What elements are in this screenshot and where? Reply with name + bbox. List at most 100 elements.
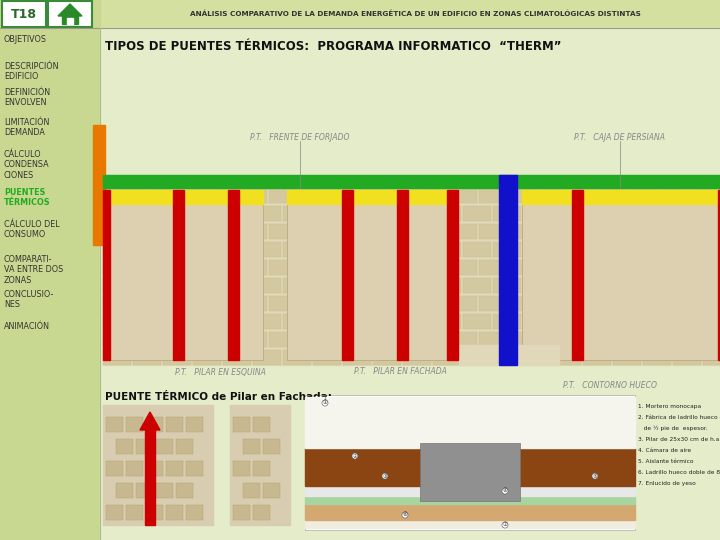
Bar [119, 260, 147, 275]
Bar [569, 224, 597, 239]
Bar [359, 296, 387, 311]
Text: ⑤: ⑤ [593, 474, 598, 478]
Text: P.T.   FRENTE DE FORJADO: P.T. FRENTE DE FORJADO [251, 132, 350, 141]
Bar [313, 350, 341, 365]
Bar [119, 188, 147, 203]
Bar [403, 278, 431, 293]
Bar [233, 505, 250, 520]
Bar [689, 224, 717, 239]
Text: LIMITACIÓN
DEMANDA: LIMITACIÓN DEMANDA [4, 118, 50, 137]
Bar [313, 278, 341, 293]
Bar [299, 188, 327, 203]
Bar [223, 242, 251, 257]
Bar [116, 483, 133, 498]
Bar [209, 296, 237, 311]
Bar [103, 175, 720, 365]
Bar [389, 224, 417, 239]
Bar [359, 260, 387, 275]
Bar [149, 188, 177, 203]
Bar [193, 242, 221, 257]
Bar [719, 332, 720, 347]
Bar [659, 224, 687, 239]
Bar [133, 350, 161, 365]
Bar [599, 188, 627, 203]
Bar [313, 314, 341, 329]
Bar [343, 206, 371, 221]
Bar [553, 314, 581, 329]
Bar [305, 486, 635, 496]
Bar [193, 350, 221, 365]
Polygon shape [140, 412, 160, 430]
Bar [103, 296, 117, 311]
Bar [230, 405, 290, 525]
Bar [209, 260, 237, 275]
Bar [263, 483, 280, 498]
Bar [403, 314, 431, 329]
Bar [397, 190, 408, 360]
Bar [629, 296, 657, 311]
Bar [287, 190, 457, 204]
Bar [163, 206, 191, 221]
Bar [539, 332, 567, 347]
Bar [629, 260, 657, 275]
Bar [449, 296, 477, 311]
Bar [522, 190, 718, 204]
Bar [673, 278, 701, 293]
Bar [106, 461, 123, 476]
Bar [103, 224, 117, 239]
Bar [106, 417, 123, 432]
Bar [509, 188, 537, 203]
Bar [263, 439, 280, 454]
Bar [305, 395, 635, 530]
Text: 6. Ladrillo hueco doble de 8 cm: 6. Ladrillo hueco doble de 8 cm [638, 470, 720, 475]
Bar [583, 278, 611, 293]
Bar [149, 296, 177, 311]
Bar [228, 190, 239, 360]
Bar [103, 278, 131, 293]
Bar [373, 278, 401, 293]
Bar [133, 206, 161, 221]
Bar [643, 206, 671, 221]
Bar [553, 350, 581, 365]
Bar [166, 505, 183, 520]
Bar [613, 350, 641, 365]
Bar [329, 224, 357, 239]
Bar [193, 278, 221, 293]
Bar [419, 188, 447, 203]
Bar [253, 350, 281, 365]
Bar [145, 427, 155, 525]
Bar [126, 417, 143, 432]
Bar [103, 314, 131, 329]
Bar [629, 188, 657, 203]
Bar [342, 190, 353, 360]
Bar [166, 417, 183, 432]
Bar [553, 242, 581, 257]
Bar [522, 190, 718, 360]
Bar [493, 278, 521, 293]
Bar [253, 461, 270, 476]
Bar [629, 332, 657, 347]
Bar [449, 260, 477, 275]
Bar [703, 350, 720, 365]
Bar [176, 439, 193, 454]
Bar [103, 260, 117, 275]
Bar [119, 224, 147, 239]
Bar [449, 332, 477, 347]
Bar [643, 242, 671, 257]
Bar [253, 206, 281, 221]
Bar [149, 260, 177, 275]
Bar [283, 242, 311, 257]
Bar [233, 461, 250, 476]
Bar [163, 350, 191, 365]
Bar [479, 296, 507, 311]
Bar [0, 0, 100, 540]
Bar [659, 188, 687, 203]
Bar [313, 242, 341, 257]
Bar [359, 332, 387, 347]
Bar [479, 188, 507, 203]
Bar [299, 332, 327, 347]
Bar [179, 296, 207, 311]
Bar [209, 332, 237, 347]
Text: P.T.   CAJA DE PERSIANA: P.T. CAJA DE PERSIANA [575, 132, 665, 141]
Bar [523, 242, 551, 257]
